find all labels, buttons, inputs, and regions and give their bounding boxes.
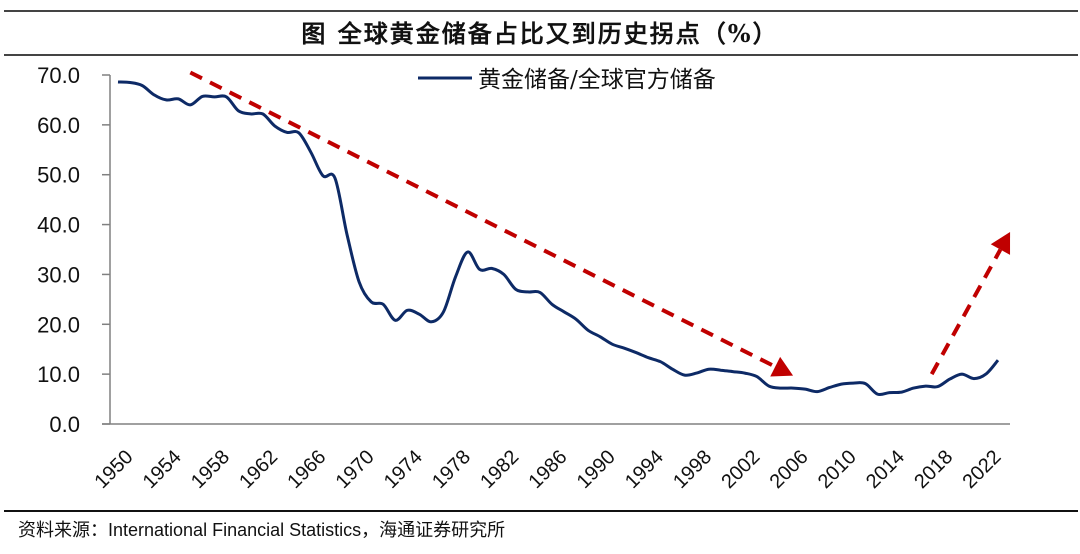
- chart-title: 图 全球黄金储备占比又到历史拐点（%）: [301, 19, 779, 48]
- title-bottom-rule: [4, 54, 1078, 56]
- uptrend-arrow-line: [929, 248, 1003, 376]
- x-tick-label: 1962: [235, 446, 282, 493]
- y-tick-label: 50.0: [37, 163, 80, 188]
- x-tick-label: 1950: [91, 446, 138, 493]
- y-tick-label: 20.0: [37, 312, 80, 337]
- y-tick-label: 70.0: [37, 63, 80, 88]
- legend-label: 黄金储备/全球官方储备: [478, 67, 716, 93]
- x-tick-label: 1982: [476, 446, 523, 493]
- y-tick-label: 10.0: [37, 362, 80, 387]
- x-tick-label: 1990: [573, 446, 620, 493]
- x-tick-label: 1978: [428, 446, 475, 493]
- source-top-rule: [4, 510, 1078, 512]
- x-tick-label: 1998: [669, 446, 716, 493]
- source-note: 资料来源：International Financial Statistics，…: [18, 520, 506, 540]
- y-tick-label: 0.0: [49, 412, 80, 437]
- x-tick-label: 2006: [766, 446, 813, 493]
- x-tick-label: 2002: [717, 446, 764, 493]
- x-tick-label: 1994: [621, 446, 668, 493]
- legend: 黄金储备/全球官方储备: [418, 67, 716, 93]
- x-tick-label: 1974: [380, 446, 427, 493]
- uptrend-arrowhead-icon: [990, 232, 1011, 255]
- x-tick-label: 1958: [187, 446, 234, 493]
- y-tick-label: 30.0: [37, 262, 80, 287]
- top-rule: [4, 10, 1078, 12]
- y-tick-label: 60.0: [37, 113, 80, 138]
- series-line: [117, 80, 1000, 397]
- x-tick-label: 2014: [862, 446, 909, 493]
- y-tick-label: 40.0: [37, 213, 80, 238]
- x-tick-label: 2010: [814, 446, 861, 493]
- x-axis: 1950 1954 1958 1962 1966 1970 1974 1978 1982 1986…: [91, 423, 1010, 493]
- downtrend-arrow-line: [189, 70, 777, 369]
- annotation-layer: [189, 70, 1011, 377]
- x-tick-label: 1954: [139, 446, 186, 493]
- x-tick-label: 1986: [524, 446, 571, 493]
- y-axis: 0.0 10.0 20.0 30.0 40.0 50.0 60.0 70.0: [37, 63, 111, 437]
- series-layer: [117, 80, 1000, 397]
- downtrend-arrowhead-icon: [770, 356, 794, 377]
- x-tick-label: 2022: [958, 446, 1005, 493]
- x-tick-label: 1970: [332, 446, 379, 493]
- x-tick-label: 1966: [283, 446, 330, 493]
- x-tick-label: 2018: [910, 446, 957, 493]
